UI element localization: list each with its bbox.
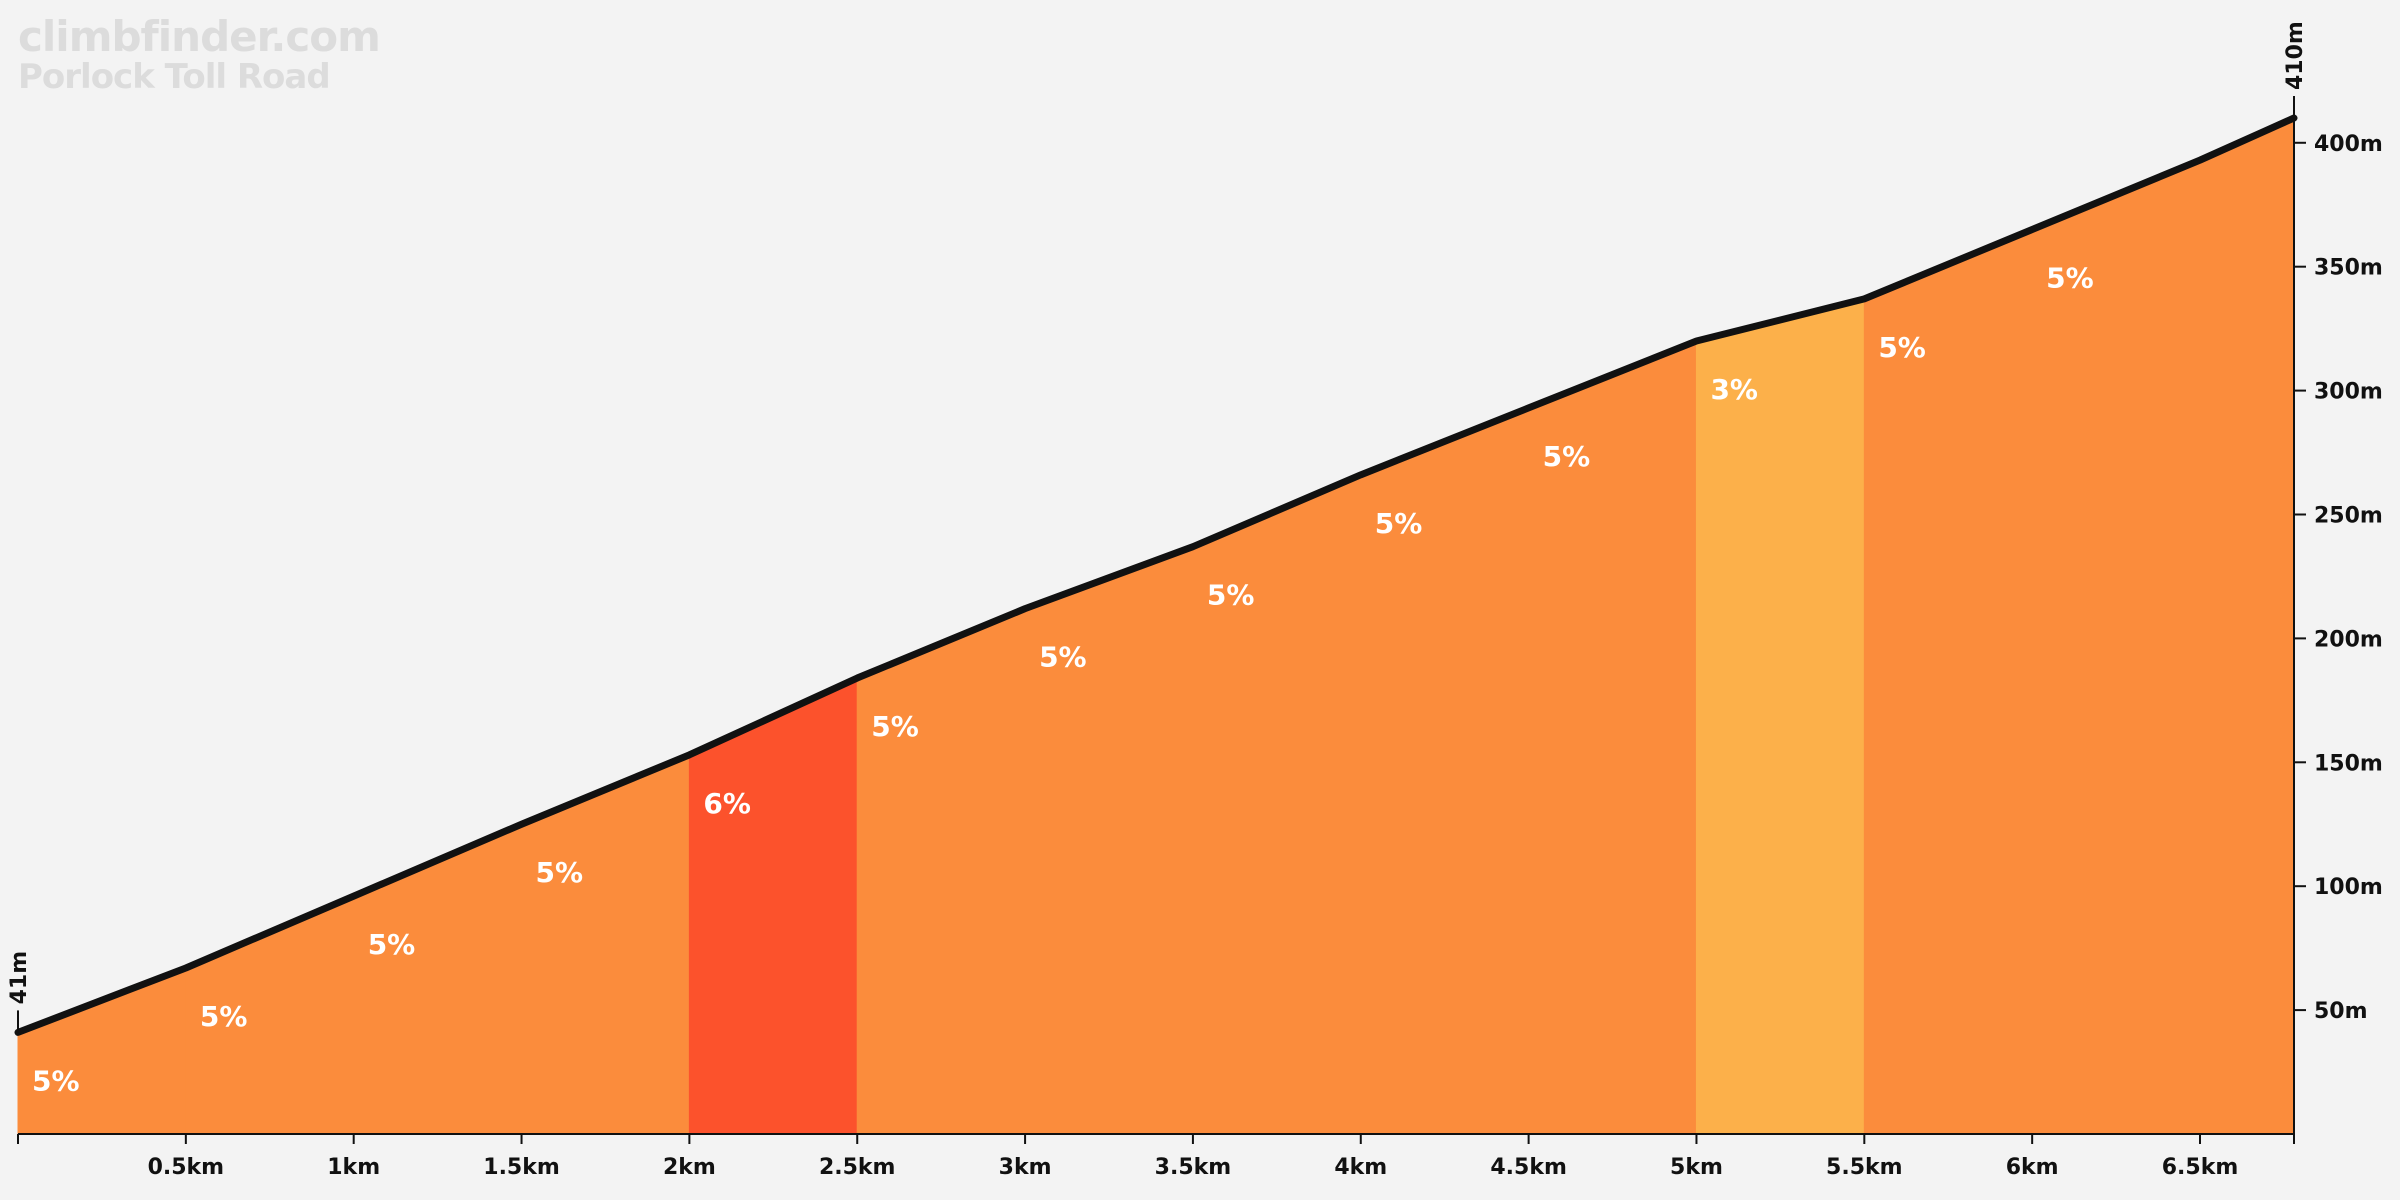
y-tick-label-4: 200m (2314, 627, 2383, 652)
x-tick-label-6: 3km (999, 1155, 1052, 1180)
y-tick-label-1: 50m (2314, 999, 2368, 1024)
gradient-label-10: 5% (1543, 440, 1591, 473)
x-tick-label-9: 4.5km (1490, 1155, 1567, 1180)
y-tick-label-8: 400m (2314, 132, 2383, 157)
y-tick-label-2: 100m (2314, 875, 2383, 900)
x-tick-label-3: 1.5km (483, 1155, 560, 1180)
gradient-label-5: 6% (703, 787, 751, 820)
gradient-label-2: 5% (200, 1000, 248, 1033)
end-elevation-label: 410m (2283, 21, 2308, 90)
start-elevation-label: 41m (7, 951, 32, 1005)
y-tick-label-5: 250m (2314, 503, 2383, 528)
gradient-label-7: 5% (1039, 641, 1087, 674)
gradient-segment-6 (856, 607, 1026, 1135)
gradient-label-9: 5% (1375, 507, 1423, 540)
gradient-label-11: 3% (1710, 373, 1758, 406)
x-tick-label-11: 5.5km (1826, 1155, 1903, 1180)
gradient-label-8: 5% (1207, 579, 1255, 612)
gradient-label-4: 5% (536, 856, 584, 889)
brand-watermark: climbfinder.com Porlock Toll Road (18, 12, 381, 97)
gradient-segment-3 (353, 823, 523, 1135)
x-tick-label-12: 6km (2006, 1155, 2059, 1180)
x-tick-label-10: 5km (1670, 1155, 1723, 1180)
x-tick-label-4: 2km (663, 1155, 716, 1180)
y-tick-label-7: 350m (2314, 256, 2383, 281)
x-tick-label-2: 1km (327, 1155, 380, 1180)
y-tick-label-6: 300m (2314, 380, 2383, 405)
gradient-segments (17, 117, 2295, 1135)
gradient-segment-1 (17, 967, 187, 1135)
gradient-segment-8 (1192, 474, 1362, 1135)
x-tick-label-8: 4km (1334, 1155, 1387, 1180)
climb-name: Porlock Toll Road (18, 57, 331, 97)
gradient-label-13: 5% (2046, 262, 2094, 295)
gradient-label-12: 5% (1878, 331, 1926, 364)
site-name: climbfinder.com (18, 12, 381, 61)
gradient-segment-7 (1024, 545, 1194, 1135)
gradient-segment-11 (1695, 298, 1865, 1135)
y-tick-label-3: 150m (2314, 751, 2383, 776)
elevation-profile-line (14, 114, 2298, 1036)
gradient-label-3: 5% (368, 928, 416, 961)
gradient-label-1: 5% (32, 1064, 80, 1097)
x-tick-label-5: 2.5km (819, 1155, 896, 1180)
x-tick-label-7: 3.5km (1155, 1155, 1232, 1180)
gradient-segment-12 (1863, 228, 2033, 1135)
x-tick-label-1: 0.5km (148, 1155, 225, 1180)
gradient-label-6: 5% (871, 710, 919, 743)
x-tick-label-13: 6.5km (2162, 1155, 2239, 1180)
